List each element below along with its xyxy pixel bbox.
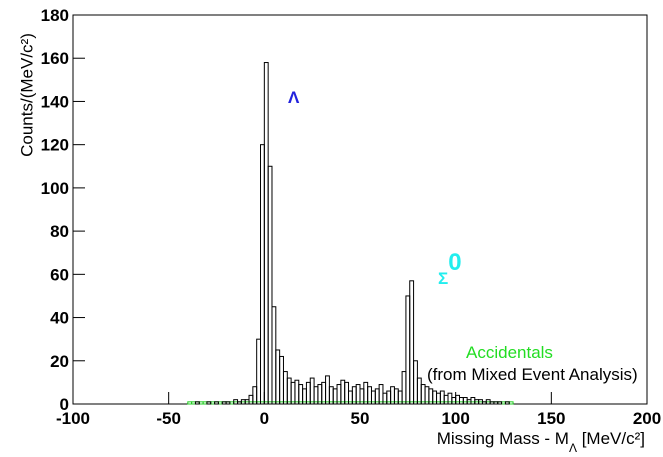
histogram-bin	[225, 401, 231, 405]
histogram-bin	[462, 397, 468, 405]
sigma-sup: 0	[448, 249, 461, 276]
histogram-bin	[210, 401, 216, 405]
y-tick-label: 20	[50, 352, 69, 371]
histogram-bin	[363, 381, 369, 405]
x-tick-label: 100	[441, 409, 469, 428]
histogram-bin	[413, 360, 418, 405]
histogram-bin	[221, 401, 227, 405]
y-tick-label: 100	[41, 179, 69, 198]
y-axis-label: Counts/(MeV/c²)	[17, 33, 36, 157]
histogram-bin	[508, 401, 514, 405]
plot-frame	[72, 14, 648, 405]
histogram-bin	[260, 144, 265, 405]
x-tick-label: -100	[56, 409, 90, 428]
histogram-bin	[275, 349, 281, 405]
x-label-rest: [MeV/c²]	[577, 429, 645, 448]
histogram-bin	[405, 295, 411, 405]
sigma-text: Σ	[438, 269, 448, 288]
histogram-bin	[191, 401, 196, 405]
histogram-bin	[455, 394, 460, 405]
histogram-bin	[378, 384, 384, 405]
histogram-bin	[443, 394, 449, 405]
y-tick-label: 80	[50, 222, 69, 241]
x-axis-label: Missing Mass - MΛ [MeV/c²]	[437, 429, 645, 455]
histogram-bin	[229, 401, 235, 405]
histogram-bin	[187, 401, 193, 405]
x-tick-label: 150	[537, 409, 565, 428]
histogram-bin	[489, 401, 495, 405]
histogram-bin	[206, 401, 212, 405]
histogram-bin	[198, 401, 204, 405]
histogram-bin	[214, 401, 219, 405]
annotation: (from Mixed Event Analysis)	[427, 365, 638, 384]
histogram-bin	[481, 401, 487, 405]
histogram-bin	[493, 401, 499, 405]
histogram-bin	[504, 401, 510, 405]
histogram-bin	[294, 379, 300, 405]
histogram-bin	[282, 371, 288, 405]
histogram-bin	[416, 377, 422, 405]
histogram-bin	[344, 381, 350, 405]
histogram-bin	[447, 392, 453, 405]
sigma-label: Σ0	[438, 249, 462, 288]
y-tick-label: 40	[50, 309, 69, 328]
lambda-label: Λ	[288, 88, 300, 107]
histogram-bin	[336, 384, 342, 405]
histogram-bin	[497, 401, 503, 405]
y-tick-label: 0	[60, 395, 69, 414]
x-tick-label: 50	[351, 409, 370, 428]
histogram-bin	[420, 384, 426, 405]
x-label-sub: Λ	[569, 441, 577, 455]
histogram-bin	[217, 401, 223, 405]
accidentals-label: Accidentals	[466, 343, 553, 362]
histogram-bin	[309, 377, 315, 405]
histogram-bin	[267, 165, 273, 405]
y-tick-label: 140	[41, 92, 69, 111]
histogram-bin	[256, 338, 262, 405]
histogram-bin	[248, 394, 254, 405]
x-label-main: Missing Mass - M	[437, 429, 569, 448]
histogram-bin	[355, 384, 361, 405]
histogram-bin	[271, 306, 277, 405]
histogram-bin	[202, 401, 208, 405]
histogram-bin	[290, 381, 296, 405]
y-tick-label: 180	[41, 6, 69, 25]
histogram-bin	[298, 384, 304, 405]
histogram-bin	[451, 397, 457, 405]
histogram-bin	[470, 397, 476, 405]
histogram-bin	[237, 401, 242, 405]
x-tick-label: -50	[156, 409, 181, 428]
histogram-bin	[263, 62, 269, 405]
histogram-bin	[317, 384, 323, 405]
x-tick-label: 0	[260, 409, 269, 428]
histogram-bin	[305, 381, 311, 405]
histogram-bin	[194, 401, 200, 405]
x-tick-label: 200	[633, 409, 661, 428]
histogram-bin	[325, 375, 330, 405]
histogram-bin	[321, 381, 327, 405]
histogram-bin	[458, 397, 464, 405]
y-tick-label: 60	[50, 265, 69, 284]
histogram-bin	[501, 401, 506, 405]
y-tick-label: 120	[41, 136, 69, 155]
histogram-bin	[401, 371, 407, 405]
histogram-bin	[286, 377, 292, 405]
histogram-bin	[279, 355, 284, 405]
y-tick-label: 160	[41, 49, 69, 68]
histogram-bin	[436, 392, 441, 405]
histogram-bin	[382, 392, 388, 405]
histogram-bin	[340, 379, 346, 405]
histogram-bin	[409, 280, 415, 405]
